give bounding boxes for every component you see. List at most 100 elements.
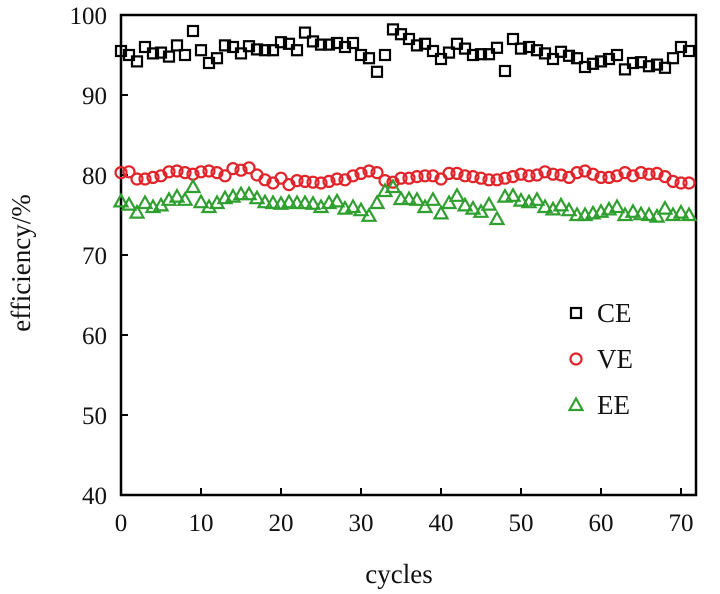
ve-point bbox=[442, 166, 456, 180]
ve-point bbox=[458, 169, 472, 183]
ve-point bbox=[194, 165, 208, 179]
y-tick-label: 70 bbox=[82, 243, 107, 270]
ee-point bbox=[256, 193, 274, 209]
ve-point bbox=[610, 169, 624, 183]
ce-point bbox=[258, 44, 272, 57]
ee-point bbox=[328, 192, 346, 208]
ee-point bbox=[424, 191, 442, 206]
x-tick-label: 10 bbox=[189, 510, 214, 537]
ee-point bbox=[504, 187, 522, 202]
ce-point bbox=[346, 36, 360, 50]
series-layer bbox=[112, 23, 698, 226]
ce-point bbox=[146, 47, 160, 60]
ce-point bbox=[594, 55, 608, 68]
ee-point bbox=[240, 185, 258, 201]
ee-point bbox=[288, 194, 306, 210]
ee-point bbox=[192, 193, 210, 209]
ve-point bbox=[410, 170, 424, 184]
plot-frame bbox=[119, 13, 698, 497]
ve-point bbox=[594, 170, 608, 184]
series-ee bbox=[112, 178, 698, 226]
ve-point bbox=[314, 176, 328, 190]
ve-point bbox=[426, 169, 440, 183]
ee-point bbox=[128, 203, 146, 219]
ee-point bbox=[168, 187, 186, 203]
ee-point bbox=[464, 199, 482, 215]
ce-point bbox=[434, 52, 448, 66]
ee-point bbox=[176, 191, 194, 206]
ee-point bbox=[360, 207, 378, 222]
ce-point bbox=[402, 32, 416, 46]
ee-point bbox=[648, 207, 666, 223]
ce-point bbox=[274, 36, 288, 49]
ve-point bbox=[570, 166, 584, 180]
ce-point bbox=[186, 24, 200, 38]
x-tick-label: 40 bbox=[429, 510, 454, 537]
ve-point bbox=[538, 165, 552, 179]
ee-point bbox=[344, 198, 362, 214]
ee-point bbox=[120, 195, 138, 211]
ve-point bbox=[122, 165, 136, 179]
ee-point bbox=[432, 204, 450, 220]
ve-point bbox=[322, 174, 336, 188]
ve-point bbox=[146, 170, 160, 184]
ve-point bbox=[498, 171, 512, 185]
plot-area bbox=[119, 13, 698, 497]
ve-point bbox=[530, 168, 544, 182]
y-tick-label: 100 bbox=[70, 3, 108, 30]
ee-point bbox=[408, 191, 426, 206]
ve-point bbox=[482, 173, 496, 187]
ve-point bbox=[618, 166, 632, 180]
ce-point bbox=[458, 42, 472, 55]
ee-point bbox=[672, 203, 690, 219]
ve-point bbox=[370, 166, 384, 180]
ce-point bbox=[626, 56, 640, 70]
ce-point bbox=[474, 48, 488, 61]
ce-point bbox=[178, 48, 192, 62]
ee-point bbox=[232, 185, 250, 201]
ee-point bbox=[528, 191, 546, 206]
ce-point bbox=[250, 43, 264, 56]
ve-point bbox=[578, 164, 592, 178]
ee-point bbox=[488, 210, 506, 226]
ve-point bbox=[274, 171, 288, 185]
y-tick-label: 90 bbox=[82, 83, 107, 110]
axis-ticks bbox=[120, 14, 682, 496]
ve-point bbox=[130, 172, 144, 186]
ce-point bbox=[162, 50, 176, 63]
ce-point bbox=[522, 40, 536, 54]
ee-point bbox=[512, 191, 530, 207]
ce-point bbox=[290, 44, 304, 57]
ce-point bbox=[370, 65, 384, 78]
ve-point bbox=[418, 169, 432, 183]
ve-point bbox=[218, 169, 232, 183]
ve-point bbox=[290, 174, 304, 188]
y-tick-labels: 40 50 60 70 80 90 100 bbox=[70, 3, 108, 510]
ce-point bbox=[506, 32, 520, 46]
ve-point bbox=[586, 167, 600, 181]
ce-point bbox=[194, 44, 208, 57]
ve-point bbox=[114, 166, 128, 180]
legend-marker-ee bbox=[567, 396, 585, 412]
ce-point bbox=[282, 37, 296, 50]
ce-point bbox=[234, 47, 248, 60]
ee-point bbox=[632, 205, 650, 221]
ve-point bbox=[554, 168, 568, 182]
ve-point bbox=[306, 175, 320, 189]
ve-point bbox=[602, 170, 616, 184]
ee-point bbox=[656, 199, 674, 215]
ve-point bbox=[634, 166, 648, 180]
ve-point bbox=[450, 166, 464, 180]
ce-point bbox=[306, 35, 320, 48]
ve-point bbox=[242, 161, 256, 175]
ce-point bbox=[682, 44, 696, 58]
ce-point bbox=[466, 48, 480, 62]
ce-point bbox=[354, 48, 368, 62]
ce-point bbox=[266, 44, 280, 57]
ve-point bbox=[506, 170, 520, 184]
ce-point bbox=[298, 26, 312, 39]
ce-point bbox=[138, 40, 152, 54]
ve-point bbox=[682, 176, 696, 190]
ce-point bbox=[226, 40, 240, 54]
ee-point bbox=[280, 193, 298, 209]
